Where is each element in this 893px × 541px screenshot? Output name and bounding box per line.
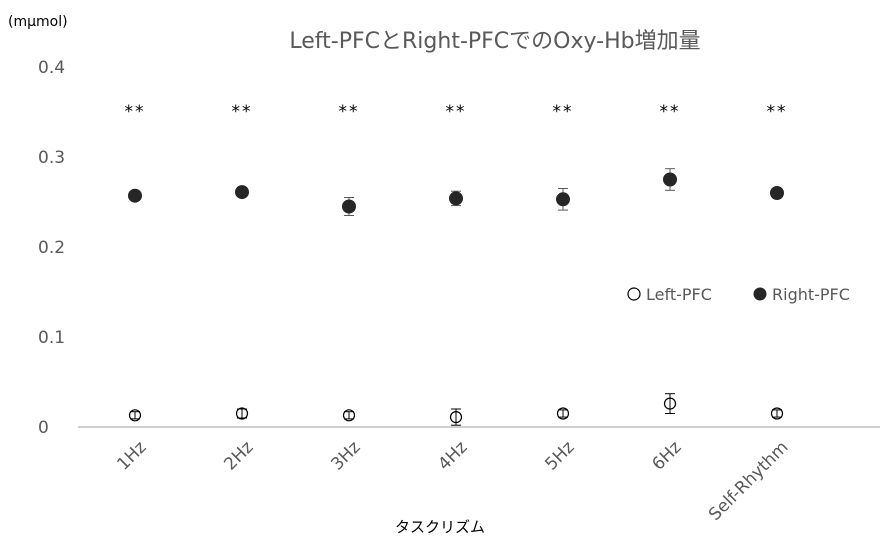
- significance-label: **: [767, 102, 788, 122]
- x-tick-label: 3Hz: [327, 437, 364, 474]
- left-pfc-point: [449, 411, 463, 424]
- x-tick-label: 5Hz: [541, 437, 578, 474]
- legend: Left-PFC Right-PFC: [627, 285, 850, 304]
- y-axis-label: (mμmol): [8, 14, 68, 30]
- right-pfc-point: [663, 172, 677, 187]
- legend-left-pfc-label: Left-PFC: [646, 285, 712, 304]
- significance-markers: ** ** ** ** ** ** **: [125, 102, 788, 122]
- significance-label: **: [232, 102, 253, 122]
- right-pfc-point: [770, 186, 784, 200]
- left-pfc-point: [128, 409, 142, 422]
- significance-label: **: [446, 102, 467, 122]
- significance-label: **: [553, 102, 574, 122]
- legend-right-pfc-label: Right-PFC: [772, 285, 850, 304]
- legend-left-pfc-marker: [627, 287, 641, 301]
- right-pfc-point: [128, 188, 142, 203]
- right-pfc-point: [449, 191, 463, 206]
- right-pfc-point: [235, 185, 249, 200]
- chart-title: Left-PFCとRight-PFCでのOxy-Hb増加量: [289, 29, 700, 54]
- significance-label: **: [660, 102, 681, 122]
- y-tick-label: 0.1: [38, 328, 65, 348]
- left-pfc-point: [770, 407, 784, 420]
- x-tick-label: 4Hz: [434, 437, 471, 474]
- x-tick-label: 6Hz: [648, 437, 685, 474]
- y-tick-label: 0.4: [38, 58, 65, 78]
- x-tick-label: 2Hz: [220, 437, 257, 474]
- y-tick-label: 0: [38, 418, 49, 438]
- legend-right-pfc-marker: [753, 287, 767, 301]
- data-series: [128, 168, 784, 426]
- significance-label: **: [339, 102, 360, 122]
- left-pfc-point: [235, 407, 249, 420]
- left-pfc-point: [342, 409, 356, 422]
- x-tick-label: Self-Rhythm: [705, 437, 793, 525]
- y-tick-label: 0.2: [38, 238, 65, 258]
- x-tick-label: 1Hz: [113, 437, 150, 474]
- left-pfc-point: [663, 397, 677, 410]
- y-tick-label: 0.3: [38, 148, 65, 168]
- x-axis-ticks: 1Hz 2Hz 3Hz 4Hz 5Hz 6Hz Self-Rhythm: [113, 437, 792, 525]
- right-pfc-point: [556, 192, 570, 207]
- left-pfc-point: [556, 407, 570, 420]
- x-axis-label: タスクリズム: [395, 518, 485, 536]
- y-axis-ticks: 0 0.1 0.2 0.3 0.4: [38, 58, 65, 438]
- right-pfc-point: [342, 199, 356, 214]
- significance-label: **: [125, 102, 146, 122]
